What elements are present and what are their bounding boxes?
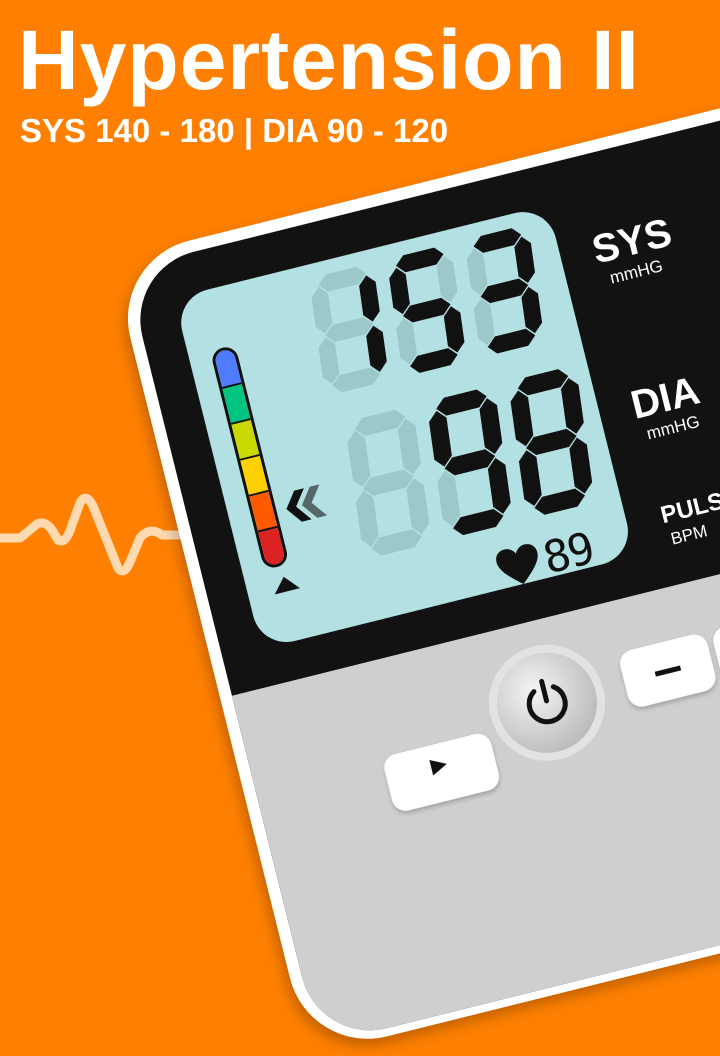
lcd-segment [444,449,496,476]
lcd-segment [366,325,387,372]
lcd-segment [410,348,458,373]
lcd-digit [466,228,543,354]
heart-icon [496,544,538,585]
lcd-segment [473,298,495,346]
lcd-segment [403,297,451,323]
lcd-segment [487,458,511,514]
level-bar-segment [240,455,269,497]
lcd-segment [371,529,422,556]
lcd-digit [510,369,593,515]
page-subtitle: SYS 140 - 180 | DIA 90 - 120 [20,112,449,149]
lcd-segment [479,398,503,455]
lcd-segment [436,389,487,416]
lcd-segment [355,490,379,547]
lcd-segment [429,410,452,467]
lcd-segment [347,431,371,487]
ecg-line [0,493,205,576]
page-title: Hypertension II [18,13,640,107]
lcd-digit [347,409,430,556]
lcd-digit [429,389,511,536]
double-chevron-left-icon [286,484,328,522]
lcd-segment [311,287,333,334]
lcd-screen: 89 [174,204,636,650]
lcd-segment [389,267,410,315]
level-bar-segment [249,491,278,533]
lcd-segment [517,369,569,396]
level-bar-segment [231,420,260,461]
lcd-segment [514,236,536,283]
dia-reading-display [347,369,593,556]
lcd-segment [396,318,417,365]
lcd-segment [325,317,373,342]
play-icon [429,759,447,776]
lcd-segment [318,337,340,384]
lcd-segment [437,470,461,527]
lcd-segment [406,478,430,535]
lcd-segment [480,278,529,304]
lcd-segment [518,450,542,507]
lcd-segment [436,255,458,303]
lcd-segment [569,437,593,494]
lcd-segment [521,286,543,334]
lcd-segment [318,266,366,292]
lcd-segment [453,508,504,536]
lcd-segment [510,390,534,447]
lcd-segment [561,377,584,434]
lcd-segment [443,306,465,353]
lcd-segment [354,409,406,436]
level-bar-segment [222,384,251,425]
lcd-segment [526,428,577,456]
lcd-segment [534,488,585,515]
lcd-digit [311,266,387,393]
lcd-digit [389,247,465,373]
minus-icon [654,665,682,677]
lcd-segment [332,367,381,393]
lcd-segment [466,248,488,295]
lcd-segment [487,328,536,354]
lcd-segment [397,418,421,475]
triangle-pointer-icon [274,576,300,595]
lcd-segment [473,228,522,253]
level-bar-segment [258,527,287,567]
lcd-segment [395,247,444,273]
power-icon [526,678,568,725]
level-bar-segment [213,348,242,389]
lcd-segment [359,275,380,322]
lcd-segment [363,469,414,496]
sys-reading-display [311,228,543,393]
